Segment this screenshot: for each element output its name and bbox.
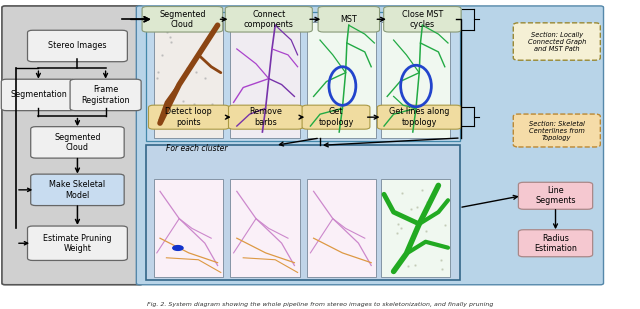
- Text: MST: MST: [340, 15, 357, 24]
- FancyBboxPatch shape: [518, 182, 593, 209]
- FancyBboxPatch shape: [1, 79, 76, 111]
- Text: Segmentation: Segmentation: [10, 91, 67, 99]
- Text: Close MST
cycles: Close MST cycles: [402, 10, 443, 29]
- Bar: [230, 22, 300, 138]
- Text: Connect
components: Connect components: [244, 10, 294, 29]
- Text: Make Skeletal
Model: Make Skeletal Model: [49, 180, 106, 200]
- FancyBboxPatch shape: [70, 79, 141, 111]
- Text: Fig. 2. System diagram showing the whole pipeline from stereo images to skeleton: Fig. 2. System diagram showing the whole…: [147, 303, 493, 307]
- Bar: [307, 22, 376, 138]
- FancyBboxPatch shape: [518, 230, 593, 257]
- Text: Get lines along
topology: Get lines along topology: [389, 108, 449, 127]
- Text: Detect loop
points: Detect loop points: [165, 108, 212, 127]
- Bar: [154, 180, 223, 277]
- Bar: [146, 145, 460, 280]
- FancyBboxPatch shape: [384, 6, 461, 32]
- Text: Get
topology: Get topology: [318, 108, 354, 127]
- Text: Section: Skeletal
Centerlines from
Topology: Section: Skeletal Centerlines from Topol…: [529, 121, 585, 141]
- Bar: [381, 22, 450, 138]
- FancyBboxPatch shape: [148, 105, 229, 129]
- Bar: [154, 22, 223, 138]
- FancyBboxPatch shape: [136, 6, 604, 285]
- FancyBboxPatch shape: [513, 23, 600, 60]
- FancyBboxPatch shape: [513, 114, 600, 147]
- Bar: [146, 12, 460, 141]
- Bar: [381, 180, 450, 277]
- Text: Frame
Registration: Frame Registration: [81, 85, 130, 105]
- FancyBboxPatch shape: [28, 30, 127, 62]
- FancyBboxPatch shape: [31, 174, 124, 205]
- FancyBboxPatch shape: [142, 6, 223, 32]
- FancyBboxPatch shape: [31, 127, 124, 158]
- Text: Radius
Estimation: Radius Estimation: [534, 234, 577, 253]
- Bar: [307, 180, 376, 277]
- FancyBboxPatch shape: [302, 105, 370, 129]
- Text: Segmented
Cloud: Segmented Cloud: [159, 10, 205, 29]
- Text: Estimate Pruning
Weight: Estimate Pruning Weight: [43, 234, 112, 253]
- FancyBboxPatch shape: [378, 105, 461, 129]
- Text: Remove
barbs: Remove barbs: [249, 108, 282, 127]
- Text: Line
Segments: Line Segments: [535, 186, 576, 205]
- FancyBboxPatch shape: [225, 6, 312, 32]
- FancyBboxPatch shape: [28, 226, 127, 260]
- Text: For each cluster: For each cluster: [166, 144, 228, 153]
- FancyBboxPatch shape: [318, 6, 380, 32]
- FancyBboxPatch shape: [2, 6, 143, 285]
- Circle shape: [173, 246, 183, 250]
- Text: Stereo Images: Stereo Images: [48, 41, 107, 50]
- Bar: [230, 180, 300, 277]
- Text: Segmented
Cloud: Segmented Cloud: [54, 133, 100, 152]
- Text: Section: Locally
Connected Graph
and MST Path: Section: Locally Connected Graph and MST…: [527, 32, 586, 52]
- FancyBboxPatch shape: [228, 105, 303, 129]
